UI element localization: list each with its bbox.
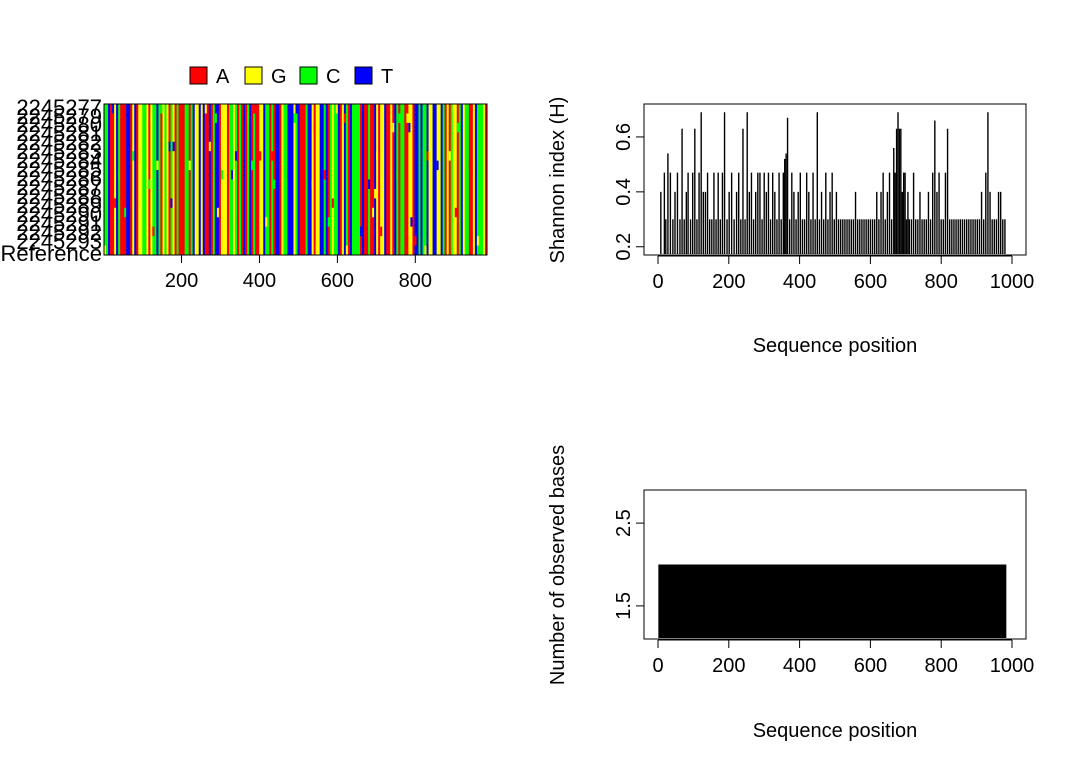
alignment-x-tick-label: 200 [165, 270, 198, 292]
shannon-x-axis: 0 200 400 600 800 1000 [652, 256, 1034, 293]
shannon-x-label: Sequence position [753, 335, 918, 357]
bases-bars [658, 565, 1006, 639]
legend-label-c: C [326, 66, 340, 88]
legend-swatch-a [190, 67, 207, 84]
alignment-x-tick-label: 600 [321, 270, 354, 292]
x-tick-label: 600 [854, 271, 887, 293]
legend-swatch-c [300, 67, 317, 84]
alignment-bars [104, 104, 487, 255]
x-tick-label: 400 [783, 655, 816, 677]
bases-x-axis: 0 200 400 600 800 1000 [652, 640, 1034, 677]
y-tick-label: 1.5 [613, 592, 635, 620]
legend-label-t: T [381, 66, 393, 88]
x-tick-label: 600 [854, 655, 887, 677]
y-tick-label: 0.4 [613, 178, 635, 206]
alignment-x-axis: 200 400 600 800 [165, 255, 432, 292]
bases-bar [658, 565, 1006, 639]
legend-label-a: A [216, 66, 230, 88]
x-tick-label: 1000 [990, 655, 1035, 677]
shannon-spikes [661, 112, 1005, 254]
x-tick-label: 800 [925, 655, 958, 677]
y-tick-label: 2.5 [613, 509, 635, 537]
shannon-panel: 0.2 0.4 0.6 0 200 400 600 800 1000 Sequence pos… [547, 97, 1034, 357]
bases-y-label: Number of observed bases [547, 445, 569, 685]
alignment-x-tick-label: 400 [243, 270, 276, 292]
shannon-y-axis: 0.2 0.4 0.6 [613, 123, 644, 261]
legend-swatch-t [355, 67, 372, 84]
legend-label-g: G [271, 66, 287, 88]
alignment-x-tick-label: 800 [399, 270, 432, 292]
bases-panel: 1.5 2.5 0 200 400 600 800 1000 Sequence positi… [547, 445, 1034, 742]
x-tick-label: 0 [652, 655, 663, 677]
x-tick-label: 400 [783, 271, 816, 293]
bases-y-axis: 1.5 2.5 [613, 509, 644, 620]
x-tick-label: 200 [712, 655, 745, 677]
legend-swatch-g [245, 67, 262, 84]
shannon-y-label: Shannon index (H) [547, 97, 569, 264]
x-tick-label: 0 [652, 271, 663, 293]
x-tick-label: 200 [712, 271, 745, 293]
x-tick-label: 1000 [990, 271, 1035, 293]
x-tick-label: 800 [925, 271, 958, 293]
sequence-label-reference: Reference [0, 241, 102, 266]
y-tick-label: 0.6 [613, 123, 635, 151]
bases-x-label: Sequence position [753, 720, 918, 742]
y-tick-label: 0.2 [613, 233, 635, 261]
alignment-panel: 2245277 2245279 2245280 2245281 2245282 … [0, 95, 487, 292]
alignment-row-labels: 2245277 2245279 2245280 2245281 2245282 … [0, 95, 102, 266]
